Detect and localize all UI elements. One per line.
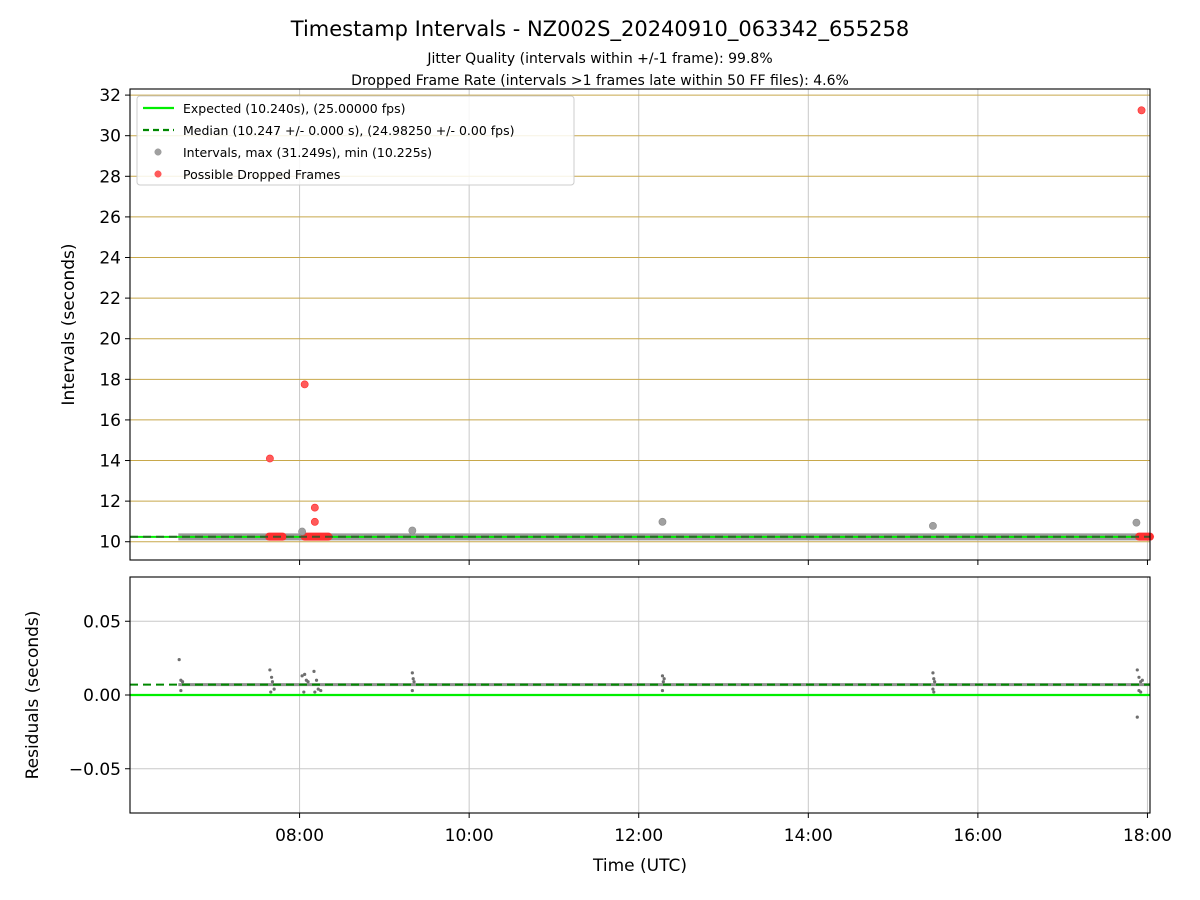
- residual-point: [1140, 678, 1144, 682]
- residual-point: [269, 690, 273, 694]
- x-tick-label: 08:00: [275, 826, 324, 846]
- interval-point: [408, 526, 417, 535]
- x-tick-label: 10:00: [445, 826, 494, 846]
- y-tick-label: 16: [99, 411, 121, 431]
- legend-frame: [136, 95, 575, 186]
- residual-point: [410, 688, 414, 693]
- interval-point: [658, 517, 667, 526]
- plot-frame: [129, 88, 1151, 561]
- residual-point: [268, 668, 272, 672]
- residual-point: [661, 680, 665, 684]
- legend-dropped-frames-label: Possible Dropped Frames: [183, 167, 340, 182]
- residual-point: [270, 680, 275, 684]
- x-axis-label: Time (UTC): [592, 856, 687, 876]
- residual-point: [312, 669, 316, 674]
- y-tick-label: 0.00: [83, 686, 121, 706]
- x-tick-label: 16:00: [953, 826, 1002, 846]
- residual-point: [660, 688, 665, 693]
- residual-point: [1135, 668, 1139, 672]
- residual-point: [300, 674, 304, 678]
- chart-subtitle-jitter: Jitter Quality (intervals within +/-1 fr…: [426, 51, 772, 67]
- residual-point: [316, 687, 320, 691]
- residual-point: [1135, 715, 1139, 719]
- y-tick-label: 30: [99, 127, 121, 147]
- y-tick-label: 18: [99, 370, 121, 390]
- legend: Expected (10.240s), (25.00000 fps) Median…: [136, 95, 575, 186]
- y-tick-label: 22: [99, 289, 121, 309]
- legend-median-label: Median (10.247 +/- 0.000 s), (24.98250 +…: [183, 123, 514, 138]
- residual-point: [1139, 690, 1143, 694]
- dropped-frame-point: [310, 503, 319, 512]
- y-tick-label: 26: [99, 208, 121, 228]
- chart-title: Timestamp Intervals - NZ002S_20240910_06…: [290, 17, 909, 42]
- dropped-frame-point: [310, 517, 319, 526]
- residual-point: [933, 680, 937, 684]
- residual-point: [179, 688, 183, 693]
- residual-point: [931, 687, 935, 691]
- y-tick-label: 14: [99, 452, 121, 472]
- chart-subtitle-dropped-rate: Dropped Frame Rate (intervals >1 frames …: [351, 73, 849, 89]
- dropped-frame-point: [266, 454, 274, 463]
- residual-point: [272, 687, 276, 691]
- interval-point: [1132, 518, 1141, 527]
- residual-point: [180, 680, 185, 684]
- residual-point: [662, 677, 666, 681]
- y-tick-label: 12: [99, 492, 121, 512]
- residual-point: [412, 680, 416, 684]
- y-axis-label: Residuals (seconds): [23, 611, 43, 780]
- x-tick-label: 12:00: [614, 826, 663, 846]
- residual-point: [932, 677, 936, 681]
- residual-point: [313, 690, 317, 694]
- legend-intervals-label: Intervals, max (31.249s), min (10.225s): [183, 145, 432, 160]
- residual-point: [306, 680, 310, 684]
- residual-point: [314, 678, 319, 682]
- residual-point: [269, 675, 274, 679]
- legend-intervals-swatch: [154, 148, 162, 156]
- legend-dropped-frames-swatch: [154, 170, 162, 178]
- residuals-panel: −0.05 0.00 0.05 08:00 10:00 12:00 14:00 16:00 18…: [23, 576, 1172, 846]
- y-tick-label: −0.05: [69, 760, 121, 780]
- x-tick-label: 14:00: [784, 826, 833, 846]
- dropped-frame-point: [300, 380, 309, 389]
- y-tick-label: 24: [99, 249, 121, 269]
- x-tick-label: 18:00: [1123, 826, 1172, 846]
- y-tick-label: 20: [99, 330, 121, 350]
- residual-point: [177, 658, 181, 662]
- residual-point: [319, 688, 323, 693]
- residual-point: [932, 690, 936, 694]
- intervals-panel: 10 12 14 16 18 20 22 24 26 28 30 32 Intervals (secon…: [59, 86, 1154, 565]
- residual-point: [931, 671, 935, 675]
- residual-point: [411, 677, 415, 681]
- y-tick-label: 10: [99, 533, 121, 553]
- residual-point: [1137, 675, 1141, 679]
- dropped-frame-point: [1137, 106, 1146, 115]
- y-tick-label: 0.05: [83, 612, 121, 632]
- interval-point: [298, 527, 307, 536]
- y-axis-label: Intervals (seconds): [59, 243, 79, 405]
- residual-point: [302, 690, 306, 694]
- y-tick-label: 28: [99, 167, 121, 187]
- legend-expected-label: Expected (10.240s), (25.00000 fps): [183, 101, 405, 116]
- residual-point: [303, 672, 307, 676]
- y-tick-label: 32: [99, 86, 121, 106]
- residual-point: [410, 671, 414, 675]
- interval-point: [929, 521, 937, 530]
- residual-point: [660, 674, 665, 678]
